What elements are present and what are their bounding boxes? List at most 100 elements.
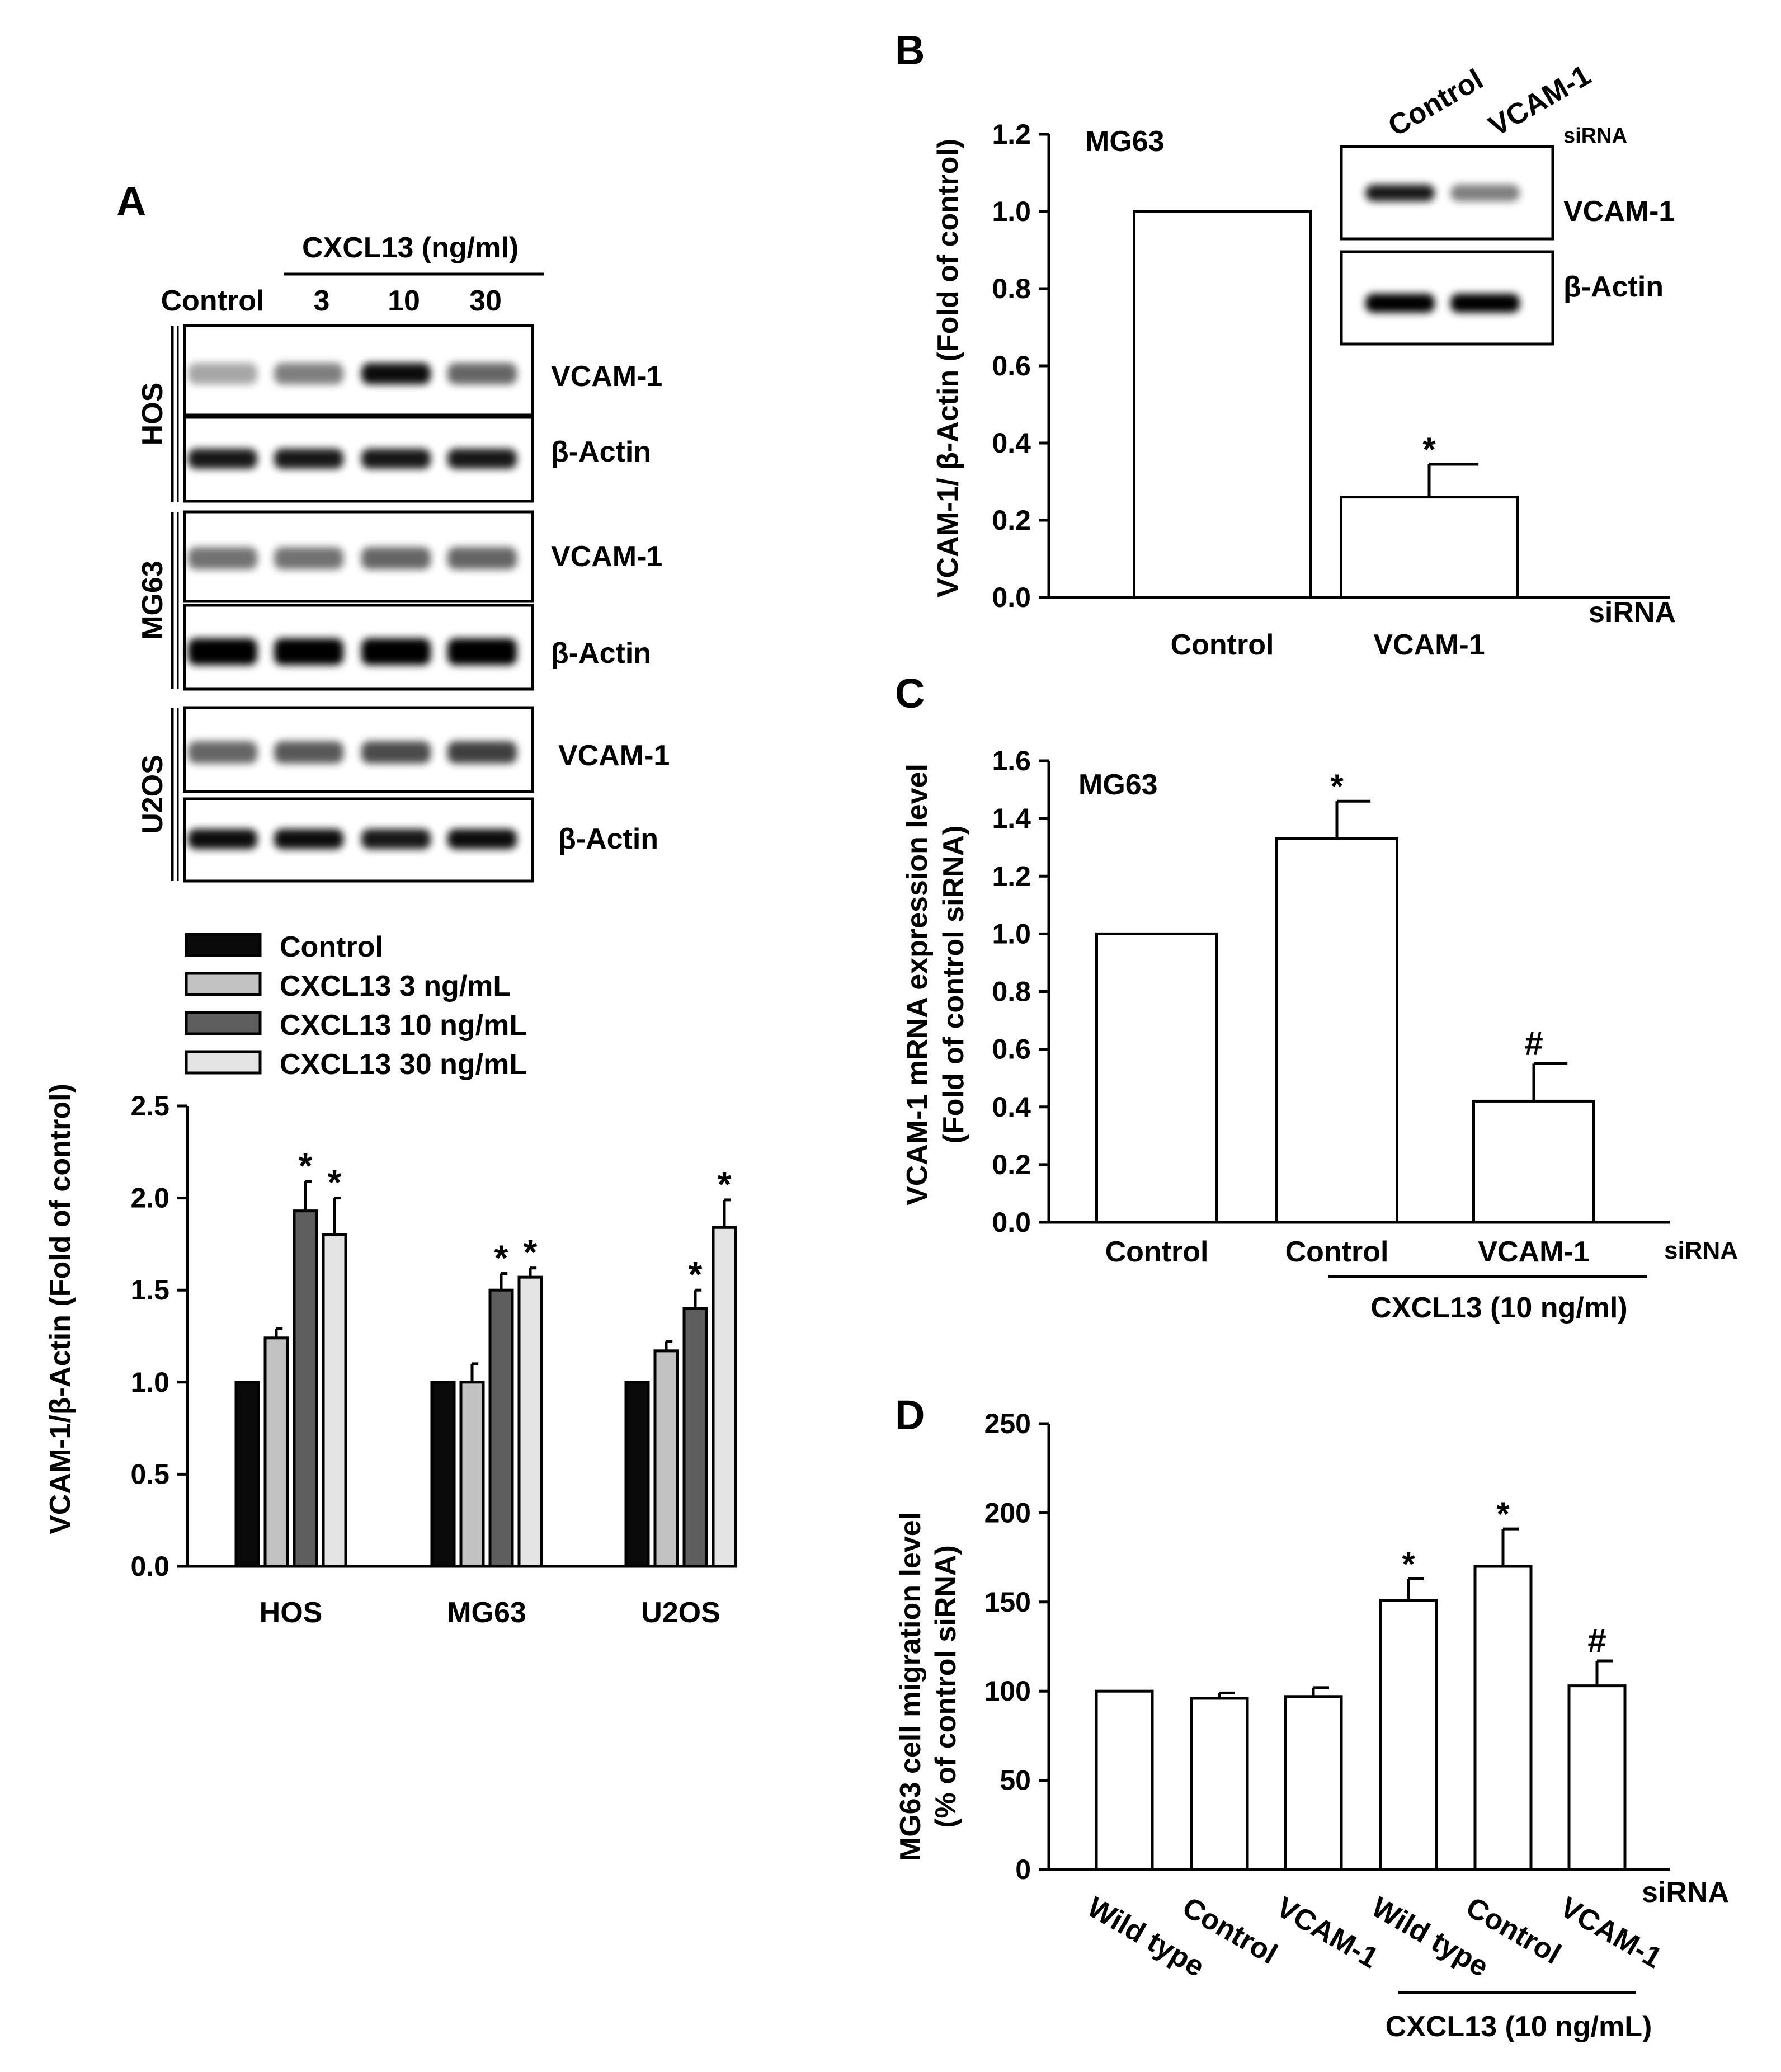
bar <box>459 1381 485 1568</box>
bar <box>1095 932 1218 1224</box>
y-tick-label: 1.2 <box>992 119 1031 150</box>
lane-label-control: Control <box>161 285 265 317</box>
x-tick-label: VCAM-1 <box>1373 629 1485 661</box>
u2os-actin-label: β-Actin <box>558 823 658 855</box>
treatment-label: CXCL13 (10 ng/mL) <box>1386 2010 1652 2043</box>
panel-d-label: D <box>895 1392 925 1438</box>
legend-label: CXCL13 30 ng/mL <box>280 1048 527 1081</box>
blot-band <box>361 829 431 849</box>
mg63-vcam-bands <box>188 547 517 569</box>
bar <box>1190 1697 1249 1871</box>
x-tick-label: HOS <box>260 1597 323 1629</box>
y-axis-label-line1: VCAM-1 mRNA expression level <box>901 764 934 1205</box>
y-tick-label: 0.4 <box>992 427 1031 459</box>
legend-swatch <box>185 972 262 996</box>
bar <box>1275 837 1398 1224</box>
y-tick-label: 2.0 <box>130 1183 169 1214</box>
panel-a-label: A <box>116 178 146 224</box>
annotation-mg63: MG63 <box>1078 769 1158 801</box>
plot-area: 0.0 0.2 0.4 0.6 0.8 1.0 1.2 1.4 1.6 Control * Contr… <box>992 745 1670 1268</box>
y-axis-label: VCAM-1/ β-Actin (Fold of control) <box>932 139 964 597</box>
blot-band <box>361 449 431 469</box>
bar <box>682 1307 708 1568</box>
bar <box>653 1349 679 1568</box>
annotation-mg63: MG63 <box>1085 125 1165 158</box>
mg63-actin-label: β-Actin <box>551 637 651 670</box>
y-tick-label: 0.6 <box>992 1034 1031 1065</box>
bar <box>488 1288 514 1568</box>
legend-swatch <box>185 1050 262 1075</box>
blot-band <box>447 363 517 384</box>
lane-label-3: 3 <box>314 285 330 317</box>
blot-band <box>361 741 431 764</box>
blot-band <box>274 363 343 384</box>
blot-band <box>447 741 517 764</box>
significance-mark: # <box>1587 1622 1606 1659</box>
plot-area: 0.0 0.2 0.4 0.6 0.8 1.0 1.2 Control * VCAM-1 <box>992 119 1670 661</box>
u2os-vcam-label: VCAM-1 <box>558 740 670 772</box>
plot-area: 0.0 0.5 1.0 1.5 2.0 2.5 * * HOS * * MG63 * * U2OS <box>130 1090 737 1629</box>
y-tick-label: 150 <box>984 1586 1031 1618</box>
treatment-label: CXCL13 (10 ng/ml) <box>1370 1292 1627 1324</box>
y-tick-label: 0 <box>1015 1854 1031 1885</box>
x-tick-label: VCAM-1 <box>1271 1891 1384 1975</box>
x-tick-label: Control <box>1171 629 1274 661</box>
blot-band <box>274 449 343 469</box>
blot-band <box>361 363 431 384</box>
blot-band <box>274 829 343 849</box>
legend-label: CXCL13 10 ng/mL <box>280 1009 527 1042</box>
y-tick-label: 0.5 <box>130 1458 169 1490</box>
blot-band <box>188 638 257 665</box>
y-tick-label: 1.4 <box>992 803 1031 834</box>
y-tick-label: 1.0 <box>992 918 1031 949</box>
blot-band <box>1450 294 1520 313</box>
y-axis-label: VCAM-1/β-Actin (Fold of control) <box>44 1084 77 1534</box>
siRNA-suffix: siRNA <box>1642 1876 1729 1909</box>
blot-band <box>188 547 257 569</box>
y-tick-label: 1.5 <box>130 1274 169 1306</box>
x-tick-label: Control <box>1285 1236 1389 1268</box>
y-tick-label: 0.2 <box>992 1149 1031 1180</box>
y-axis-label-line2: (% of control siRNA) <box>930 1545 962 1828</box>
inset-siRNA-label: siRNA <box>1563 124 1627 148</box>
significance-mark: * <box>1496 1495 1510 1533</box>
significance-mark: * <box>299 1146 313 1186</box>
y-tick-label: 50 <box>1000 1765 1031 1796</box>
hos-vcam-bands <box>188 363 517 384</box>
panel-a-bar-chart: Control CXCL13 3 ng/mL CXCL13 10 ng/mL CXCL… <box>44 931 737 1629</box>
y-tick-label: 250 <box>984 1408 1031 1439</box>
x-tick-label: Control <box>1105 1236 1209 1268</box>
cell-line-label-mg63: MG63 <box>136 561 169 640</box>
y-axis-label-line1: MG63 cell migration level <box>894 1512 927 1861</box>
blot-band <box>447 449 517 469</box>
y-tick-label: 0.8 <box>992 976 1031 1007</box>
blot-band <box>361 547 431 569</box>
x-tick-label: VCAM-1 <box>1478 1236 1589 1268</box>
bar <box>1284 1695 1343 1871</box>
blot-band <box>188 829 257 849</box>
siRNA-suffix: siRNA <box>1589 596 1676 629</box>
inset-vcam-label: VCAM-1 <box>1563 195 1675 228</box>
hos-actin-bands <box>188 449 517 469</box>
inset-blot: Control VCAM-1 siRNA VCAM-1 β-Actin <box>1340 59 1675 346</box>
lane-label-10: 10 <box>388 285 420 317</box>
panel-c-label: C <box>895 670 925 717</box>
bar <box>1379 1599 1438 1871</box>
u2os-actin-bands <box>188 829 517 849</box>
blot-band <box>1365 185 1435 201</box>
blot-band <box>447 547 517 569</box>
panel-b-label: B <box>895 27 925 73</box>
panel-c: C 0.0 0.2 0.4 0.6 0.8 1.0 1.2 1.4 1.6 Control * Con… <box>895 670 1738 1324</box>
significance-mark: * <box>718 1164 732 1204</box>
legend-swatch <box>185 933 262 957</box>
significance-mark: # <box>1524 1024 1543 1062</box>
bar <box>430 1381 456 1568</box>
significance-mark: * <box>1422 431 1436 468</box>
y-tick-label: 200 <box>984 1497 1031 1528</box>
bar <box>1340 496 1519 599</box>
legend: Control CXCL13 3 ng/mL CXCL13 10 ng/mL CXCL… <box>185 931 527 1081</box>
blot-band <box>274 547 343 569</box>
y-tick-label: 1.6 <box>992 745 1031 776</box>
